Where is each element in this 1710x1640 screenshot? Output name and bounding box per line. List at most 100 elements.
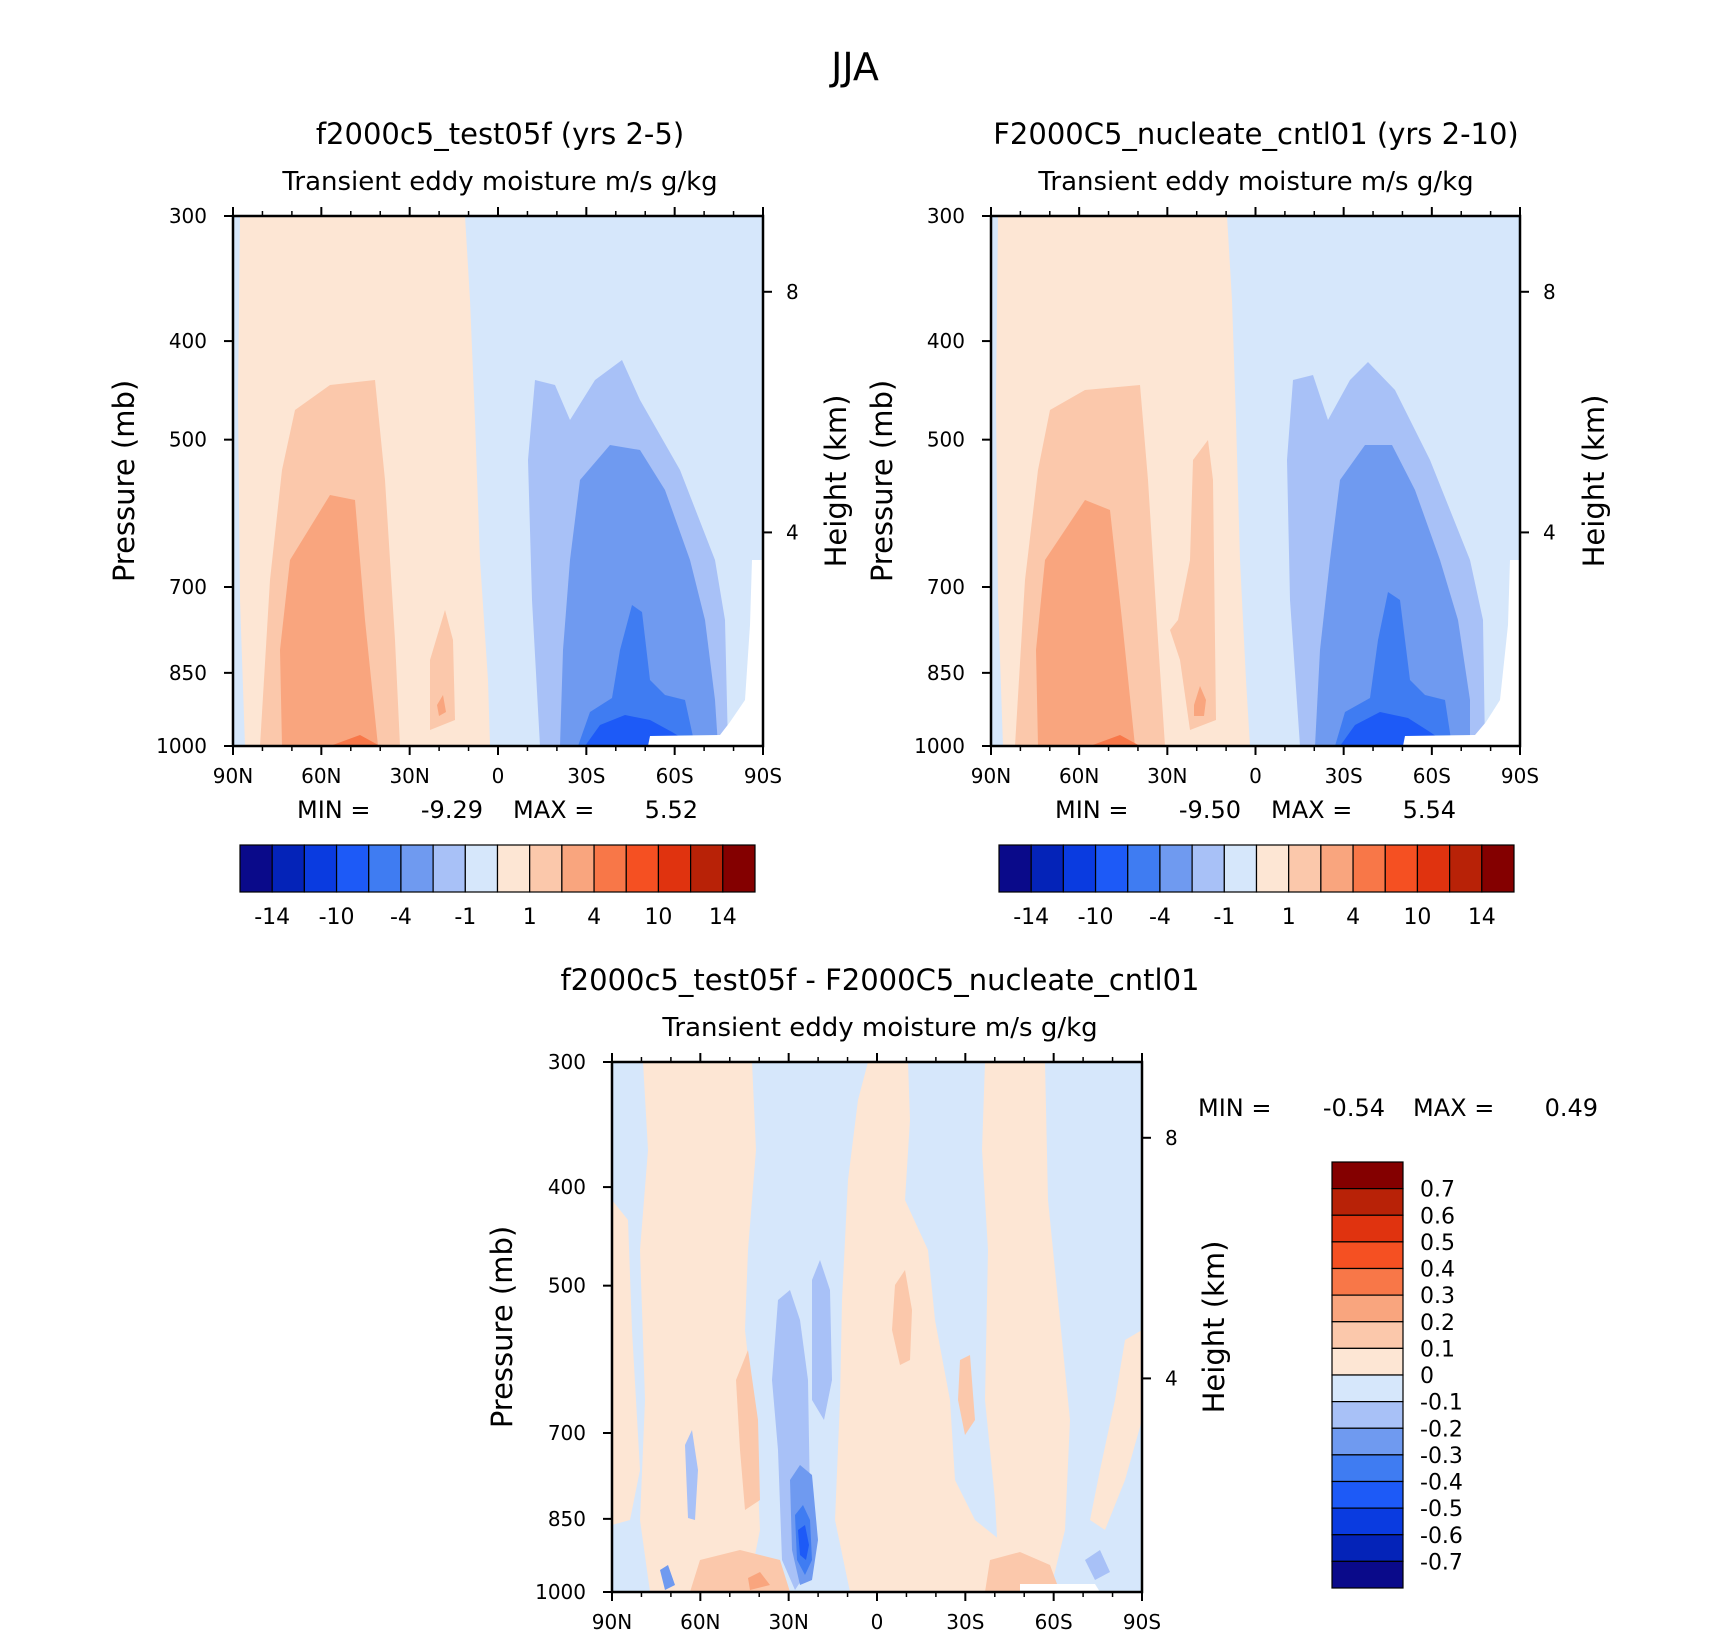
panel-2-ticks: 90N 60N 30N 0 30S 60S 90S 300 400 500 700 850 1000 8 4 [914,204,1556,788]
panel-1-contour-pos-2 [280,495,378,746]
colorbar-swatch [1331,1321,1404,1349]
colorbar-label: -0.1 [1420,1391,1463,1416]
colorbar-swatch [1331,1161,1404,1190]
colorbar-label: 10 [644,905,672,930]
panel-2-min-label: MIN = [1055,796,1128,824]
x-tick-label: 0 [492,764,505,788]
panel-3-contour-pos-5 [892,1270,912,1365]
colorbar-swatch [271,844,305,893]
panel-3-contour-pos-1 [612,1200,640,1525]
colorbar-swatch [1331,1560,1404,1589]
panel-2-plot-area [989,214,1522,748]
x-tick-label: 60S [656,764,694,788]
colorbar-label: -4 [390,905,412,930]
colorbar-swatch [303,844,338,893]
panel-1-contour-neg-2 [578,605,695,746]
colorbar-label: -0.5 [1420,1497,1463,1522]
colorbar-swatch [998,844,1032,893]
panel-3-min-label: MIN = [1198,1094,1271,1122]
colorbar-swatch [1331,1401,1404,1429]
colorbar-label: -4 [1149,905,1171,930]
colorbar-swatch [1331,1214,1404,1243]
panel-2-min-value: -9.50 [1179,796,1241,824]
y2-tick-label: 8 [1165,1126,1178,1150]
y-tick-label: 700 [169,575,207,599]
colorbar-swatch [1416,844,1451,893]
y-tick-label: 500 [548,1274,586,1298]
colorbar-swatch [690,844,724,893]
panel-2-ylabel: Pressure (mb) [865,380,899,582]
colorbar-swatch [400,844,434,893]
panel-1-blank-patch [648,560,763,746]
panel-3-title: f2000c5_test05f - F2000C5_nucleate_cntl0… [560,963,1199,997]
colorbar-label: 10 [1403,905,1431,930]
colorbar-swatch [722,844,756,893]
panel-1-plot-area [231,214,765,748]
colorbar-swatch [239,844,273,893]
colorbar-label: 14 [1468,905,1496,930]
panel-2-contour-pos-2 [1036,500,1135,746]
x-tick-label: 90S [1123,1610,1161,1634]
colorbar-label: 0.3 [1420,1284,1455,1309]
colorbar-label: -1 [454,905,476,930]
y-tick-label: 850 [927,661,965,685]
panel-3-ylabel: Pressure (mb) [485,1226,519,1428]
x-tick-label: 90N [213,764,253,788]
panel-3-contour-neg-4 [798,1525,809,1560]
colorbar-swatch [464,844,499,893]
x-tick-label: 90S [744,764,782,788]
panel-3-max-label: MAX = [1413,1094,1494,1122]
colorbar-label: 14 [709,905,737,930]
panel-3-contour-neg-1 [812,1260,832,1420]
colorbar-swatch [496,844,531,893]
panel-3-contour-pos-3 [982,1062,1070,1592]
y-tick-label: 1000 [156,734,207,758]
panel-3-contour-neg-6 [660,1565,675,1590]
panel-2-contour-pos-5 [1194,686,1206,716]
x-tick-label: 0 [871,1610,884,1634]
colorbar-swatch [1384,844,1419,893]
y-tick-label: 1000 [914,734,965,758]
colorbar-label: 1 [1282,905,1296,930]
panel-3-contour-pos-7 [958,1355,975,1435]
colorbar-label: -10 [319,905,355,930]
panel-1-ticks: 90N 60N 30N 0 30S 60S 90S 300 400 500 700 850 1000 8 4 [156,204,799,788]
colorbar-swatch [1331,1374,1404,1403]
panel-2-contour-pos-4 [1170,440,1216,730]
colorbar-swatch [1288,844,1322,893]
colorbar-label: -10 [1078,905,1114,930]
y-tick-label: 500 [927,428,965,452]
colorbar-swatch [1449,844,1483,893]
y2-tick-label: 4 [786,520,799,544]
colorbar-swatch [529,844,563,893]
panel-3-contour-neg-5 [685,1430,698,1520]
y-tick-label: 700 [927,575,965,599]
y-tick-label: 700 [548,1421,586,1445]
y2-tick-label: 4 [1165,1366,1178,1390]
panel-3-contour-pos-2 [835,1062,1038,1592]
colorbar-label: 0.1 [1420,1337,1455,1362]
colorbar-label: -1 [1213,905,1235,930]
panel-1-contour-pos-4 [430,610,455,730]
panel-2-max-label: MAX = [1271,796,1352,824]
x-tick-label: 30S [1325,764,1363,788]
colorbar-swatch [1127,844,1161,893]
y2-tick-label: 8 [1543,280,1556,304]
panel-1: f2000c5_test05f (yrs 2-5) Transient eddy… [107,117,853,930]
colorbar-label: 0.5 [1420,1231,1455,1256]
colorbar-swatch [1331,1480,1404,1509]
colorbar-label: 0.7 [1420,1178,1455,1203]
panel-3: f2000c5_test05f - F2000C5_nucleate_cntl0… [485,963,1598,1634]
colorbar-label: 0.4 [1420,1258,1455,1283]
x-tick-label: 90S [1501,764,1539,788]
colorbar-swatch [1331,1427,1404,1456]
x-tick-label: 0 [1249,764,1262,788]
colorbar-label: 4 [587,905,601,930]
colorbar-swatch [1320,844,1354,893]
colorbar-swatch [1331,1294,1404,1323]
colorbar-swatch [1331,1188,1404,1216]
y-tick-label: 300 [927,204,965,228]
colorbar-swatch [1331,1454,1404,1483]
x-tick-label: 30N [389,764,429,788]
y-tick-label: 400 [927,329,965,353]
